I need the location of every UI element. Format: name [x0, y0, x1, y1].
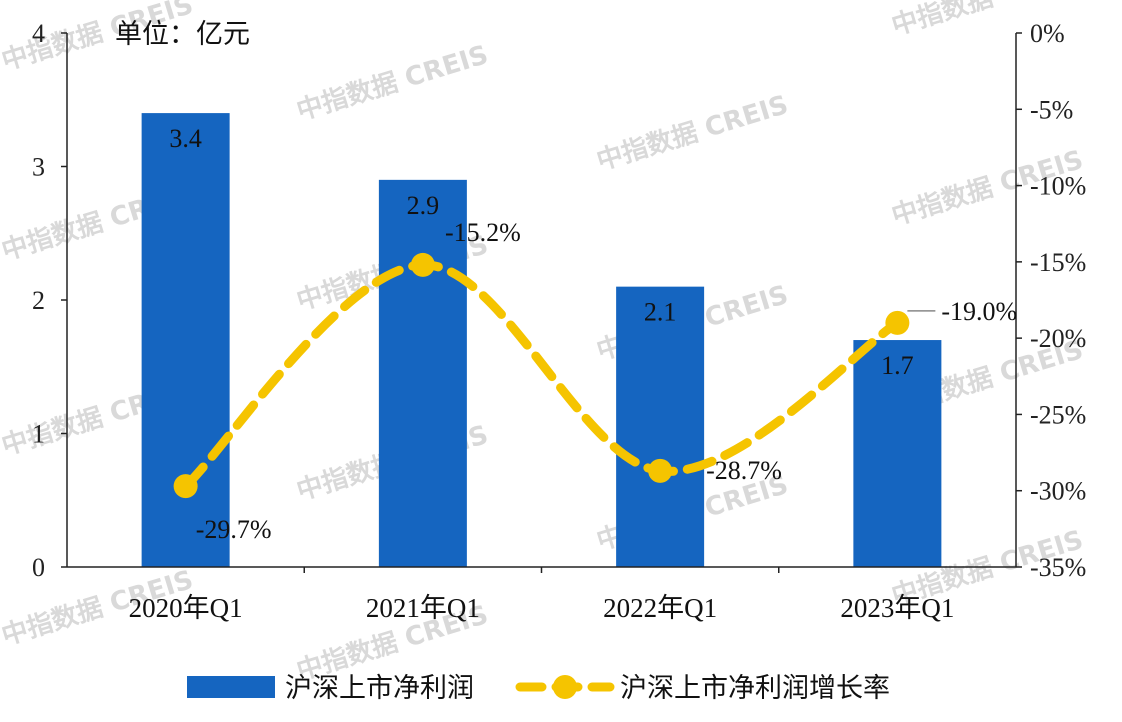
legend-line-marker — [553, 675, 577, 699]
bar — [616, 286, 705, 567]
bar-value-label: 3.4 — [169, 124, 202, 153]
right-tick-label: 0% — [1030, 19, 1065, 48]
right-tick-label: -5% — [1030, 95, 1073, 124]
left-tick-label: 3 — [32, 153, 45, 182]
left-tick-label: 0 — [32, 553, 45, 582]
legend: 沪深上市净利润 沪深上市净利润增长率 — [187, 673, 890, 704]
growth-marker — [173, 474, 198, 499]
left-tick-label: 1 — [32, 420, 45, 449]
left-tick-label: 4 — [32, 19, 45, 48]
bar — [853, 340, 942, 567]
growth-value-label: -28.7% — [706, 456, 782, 485]
growth-marker — [885, 310, 910, 335]
data-labels: 3.4 2.9 2.1 1.7 -29.7% -15.2% -28.7% -19.0% — [169, 124, 1017, 544]
unit-label: 单位：亿元 — [115, 19, 250, 50]
bar-series — [141, 113, 942, 567]
growth-marker — [410, 252, 435, 277]
line-series — [173, 252, 910, 499]
category-label: 2022年Q1 — [603, 593, 717, 623]
legend-line-label: 沪深上市净利润增长率 — [620, 673, 890, 704]
bar — [141, 113, 230, 567]
bar — [378, 179, 467, 567]
right-tick-label: -25% — [1030, 400, 1086, 429]
category-label: 2020年Q1 — [129, 593, 243, 623]
category-label: 2021年Q1 — [366, 593, 480, 623]
growth-value-label: -19.0% — [941, 297, 1017, 326]
right-tick-label: -15% — [1030, 248, 1086, 277]
bar-value-label: 2.9 — [407, 191, 440, 220]
left-tick-label: 2 — [32, 286, 45, 315]
axes: 0 1 2 3 4 0% -5% -10% -15% -20% -25% -30% -35% 2020年Q… — [32, 19, 1086, 623]
growth-value-label: -15.2% — [445, 218, 521, 247]
right-tick-label: -30% — [1030, 477, 1086, 506]
growth-marker — [648, 458, 673, 483]
right-tick-label: -35% — [1030, 553, 1086, 582]
growth-value-label: -29.7% — [196, 515, 272, 544]
legend-bar-swatch — [187, 676, 275, 698]
bar-value-label: 1.7 — [881, 351, 914, 380]
legend-bar-label: 沪深上市净利润 — [285, 673, 474, 704]
right-tick-label: -20% — [1030, 324, 1086, 353]
bar-value-label: 2.1 — [644, 298, 677, 327]
growth-line — [181, 260, 902, 491]
watermark-text: 中指数据 CREIS — [293, 40, 491, 127]
right-tick-label: -10% — [1030, 172, 1086, 201]
watermark-text: 中指数据 CREIS — [593, 90, 791, 177]
category-label: 2023年Q1 — [840, 593, 954, 623]
